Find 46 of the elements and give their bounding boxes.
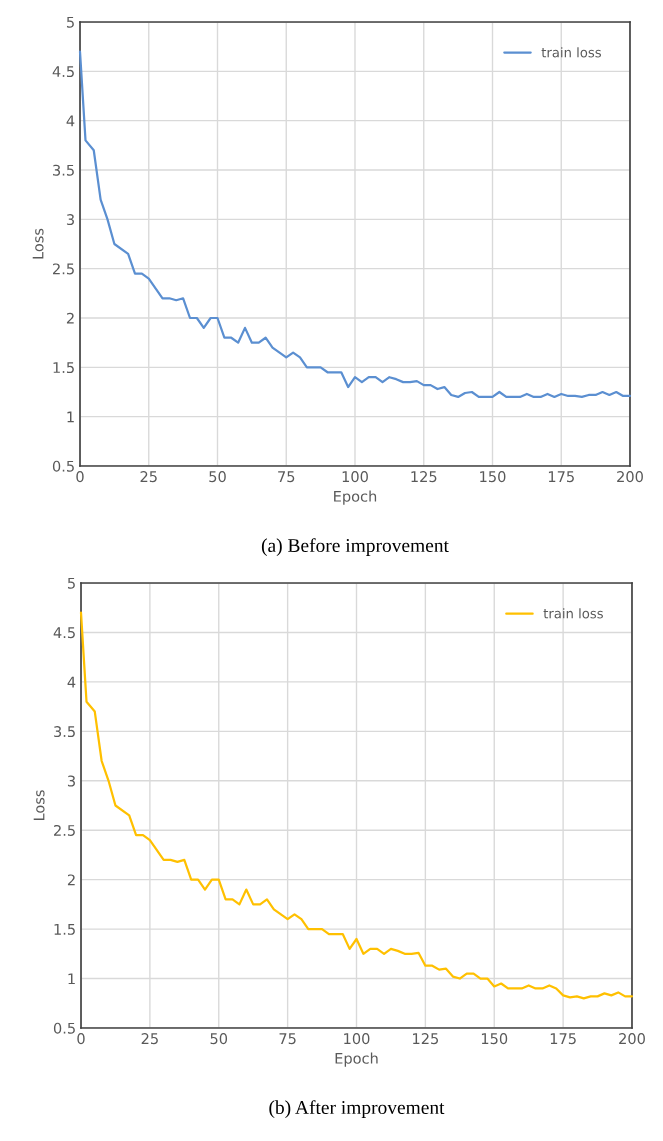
text: (a) Before improvement — [261, 538, 449, 556]
x-tick-label: 25 — [140, 471, 157, 483]
y-axis-title: Loss — [32, 228, 44, 259]
y-tick-label: 0.5 — [53, 1022, 75, 1034]
x-tick-label: 0 — [76, 471, 84, 483]
y-tick-label: 1 — [67, 411, 74, 423]
x-tick-label: 175 — [550, 1033, 576, 1045]
y-tick-label: 5 — [66, 16, 74, 28]
y-tick-label: 4.5 — [53, 627, 75, 639]
y-tick-label: 2 — [67, 874, 75, 886]
y-tick-label: 3 — [66, 214, 74, 226]
y-tick-label: 4 — [66, 115, 75, 127]
x-tick-label: 50 — [210, 1033, 228, 1045]
y-tick-label: 2.5 — [54, 824, 75, 836]
y-tick-label: 3.5 — [54, 726, 75, 738]
y-tick-label: 1.5 — [54, 924, 75, 935]
x-tick-label: 50 — [209, 471, 226, 483]
y-tick-label: 4.5 — [52, 66, 74, 78]
legend-label: train loss — [543, 608, 603, 619]
y-tick-label: 0.5 — [52, 460, 74, 472]
x-tick-label: 125 — [411, 471, 437, 483]
y-tick-label: 1 — [68, 973, 75, 985]
x-axis-title: Epoch — [334, 490, 377, 505]
y-tick-label: 2.5 — [53, 263, 74, 275]
y-tick-label: 1.5 — [53, 362, 74, 374]
x-tick-label: 100 — [342, 471, 368, 483]
x-tick-label: 200 — [617, 471, 643, 483]
y-tick-label: 3.5 — [53, 164, 74, 176]
x-axis-title: Epoch — [335, 1052, 378, 1067]
x-tick-label: 100 — [344, 1033, 370, 1045]
y-tick-label: 5 — [67, 577, 75, 589]
legend-label: train loss — [541, 47, 601, 58]
x-tick-label: 0 — [77, 1033, 85, 1045]
x-tick-label: 75 — [278, 471, 295, 483]
text: (b) After improvement — [269, 1100, 445, 1118]
y-axis-title: Loss — [33, 790, 45, 821]
x-tick-label: 175 — [548, 471, 574, 483]
x-tick-label: 150 — [480, 471, 506, 483]
y-tick-label: 3 — [67, 775, 75, 787]
y-tick-label: 2 — [66, 312, 74, 324]
x-tick-label: 125 — [413, 1033, 439, 1045]
x-tick-label: 25 — [141, 1033, 158, 1045]
x-tick-label: 150 — [481, 1033, 508, 1045]
y-tick-label: 4 — [67, 676, 76, 688]
x-tick-label: 75 — [279, 1033, 296, 1045]
x-tick-label: 200 — [619, 1033, 645, 1045]
